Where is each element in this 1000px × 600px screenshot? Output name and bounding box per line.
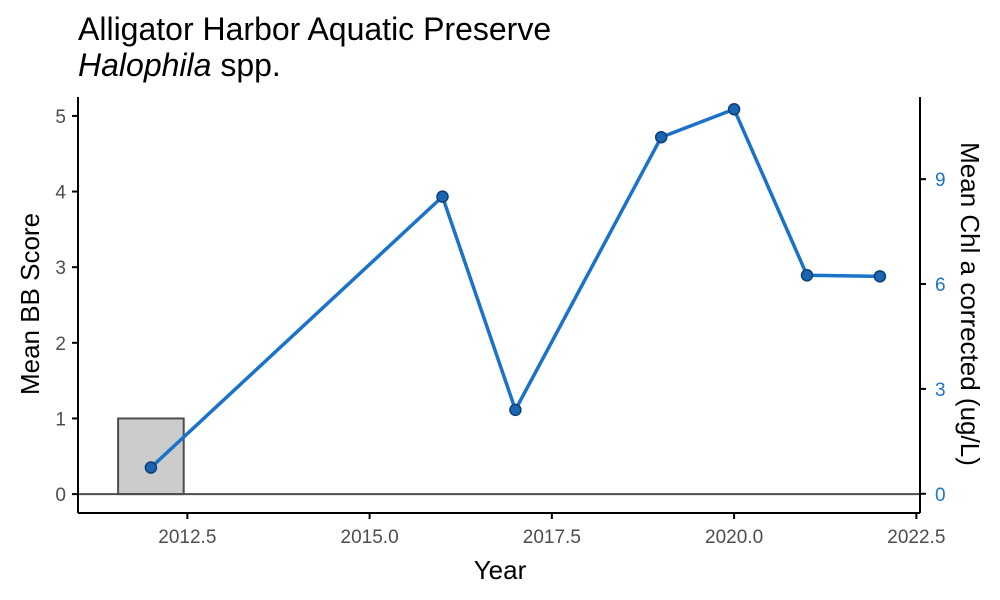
series-point <box>144 461 158 474</box>
y-tick-label: 3 <box>55 258 66 279</box>
plot-area <box>78 102 920 496</box>
x-tick-label: 2022.5 <box>887 527 945 548</box>
y2-tick-label: 6 <box>935 275 946 296</box>
y-tick-label: 0 <box>55 485 66 506</box>
chart-subtitle-rest: spp. <box>211 47 280 83</box>
y-tick-label: 2 <box>55 334 66 355</box>
x-tick-label: 2017.5 <box>523 527 581 548</box>
y-tick-label: 1 <box>55 409 66 430</box>
axes: 2012.5 2015.0 2017.5 2020.0 2022.5 0 1 2 3 4 5 0 3 6 9 <box>55 97 946 548</box>
bar <box>117 417 185 496</box>
x-tick-label: 2015.0 <box>341 527 399 548</box>
series-point <box>509 403 522 417</box>
x-axis-title: Year <box>474 555 527 585</box>
chart-title: Alligator Harbor Aquatic Preserve <box>78 11 551 47</box>
chart-subtitle-italic: Halophila <box>78 47 211 83</box>
y2-tick-label: 9 <box>935 170 946 191</box>
series-point <box>727 102 741 116</box>
y2-axis-title: Mean Chl a corrected (ug/L) <box>955 142 985 466</box>
chart-subtitle: Halophila spp. <box>78 47 281 83</box>
y-tick-label: 4 <box>55 183 66 204</box>
x-tick-label: 2012.5 <box>158 527 216 548</box>
y-tick-label: 5 <box>55 107 66 128</box>
y2-tick-label: 3 <box>935 380 946 401</box>
series-point <box>800 269 814 282</box>
x-tick-label: 2020.0 <box>705 527 763 548</box>
series-point <box>436 190 449 203</box>
series-point <box>654 130 668 144</box>
y2-tick-label: 0 <box>935 485 946 506</box>
y-axis-title: Mean BB Score <box>15 213 45 395</box>
series-point <box>873 270 887 283</box>
